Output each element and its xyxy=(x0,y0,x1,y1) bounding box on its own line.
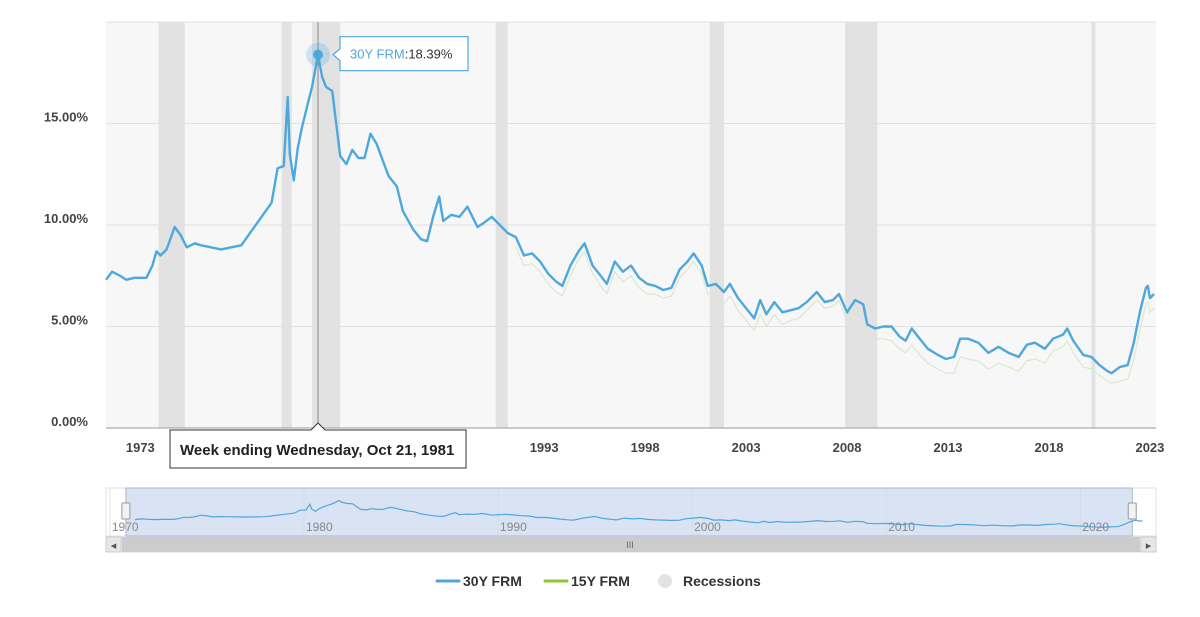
tooltip-series-label: 30Y FRM xyxy=(350,47,405,62)
scrollbar-thumb[interactable] xyxy=(122,537,1140,552)
series-line xyxy=(105,53,1155,375)
value-tooltip: 30Y FRM:18.39% xyxy=(332,36,469,72)
grid-lines xyxy=(106,21,1156,429)
series-lines xyxy=(105,53,1155,384)
scroll-right-arrow-icon: ▸ xyxy=(1146,540,1152,552)
legend-item-label[interactable]: Recessions xyxy=(683,573,761,589)
legend-item-label[interactable]: 30Y FRM xyxy=(463,573,522,589)
navigator-tick-label: 1970 xyxy=(112,520,139,534)
y-tick-label: 5.00% xyxy=(51,313,88,328)
x-tick-label: 1973 xyxy=(126,440,155,455)
navigator-tick-label: 1990 xyxy=(500,520,527,534)
date-tooltip-box xyxy=(169,422,467,469)
x-tick-label: 1993 xyxy=(530,440,559,455)
x-tick-label: 2018 xyxy=(1035,440,1064,455)
legend-swatch xyxy=(658,574,672,588)
scroll-right-button[interactable] xyxy=(1140,536,1157,553)
value-tooltip-text: 30Y FRM:18.39% xyxy=(350,47,453,62)
scroll-left-button[interactable] xyxy=(105,536,122,553)
y-tick-label: 15.00% xyxy=(44,110,89,125)
date-tooltip-text: Week ending Wednesday, Oct 21, 1981 xyxy=(180,442,454,459)
navigator-selected-range[interactable] xyxy=(125,487,1133,537)
legend: 30Y FRM 15Y FRM Recessions xyxy=(435,573,761,589)
navigator-tick-label: 2010 xyxy=(888,520,915,534)
navigator-tick-label: 1980 xyxy=(306,520,333,534)
x-tick-label: 1998 xyxy=(631,440,660,455)
navigator-ticks: 1970 1980 1990 2000 2010 2020 xyxy=(112,520,1109,534)
date-tooltip: Week ending Wednesday, Oct 21, 1981 xyxy=(169,422,467,469)
x-tick-label: 2003 xyxy=(732,440,761,455)
scroll-left-arrow-icon: ◂ xyxy=(111,540,117,552)
tooltip-value: 18.39% xyxy=(408,47,453,62)
y-axis: 0.00% 5.00% 10.00% 15.00% xyxy=(44,110,89,430)
tooltip-separator: : xyxy=(405,47,409,62)
legend-item-label[interactable]: 15Y FRM xyxy=(571,573,630,589)
navigator-scrollbar[interactable]: ◂ ▸ III xyxy=(105,536,1157,553)
series-line xyxy=(515,247,1155,384)
x-tick-label: 2013 xyxy=(934,440,963,455)
x-tick-label: 2008 xyxy=(833,440,862,455)
navigator[interactable]: 1970 1980 1990 2000 2010 2020 xyxy=(105,487,1157,537)
navigator-left-handle[interactable] xyxy=(121,502,131,520)
navigator-tick-label: 2000 xyxy=(694,520,721,534)
y-tick-label: 10.00% xyxy=(44,211,89,226)
value-tooltip-box xyxy=(332,36,469,72)
hover-point[interactable] xyxy=(313,49,324,60)
navigator-right-handle[interactable] xyxy=(1127,502,1137,520)
navigator-series-line xyxy=(135,500,1143,529)
x-tick-label: 2023 xyxy=(1135,440,1164,455)
navigator-tick-label: 2020 xyxy=(1082,520,1109,534)
scroll-grip-icon: III xyxy=(626,540,634,550)
y-tick-label: 0.00% xyxy=(51,414,88,429)
